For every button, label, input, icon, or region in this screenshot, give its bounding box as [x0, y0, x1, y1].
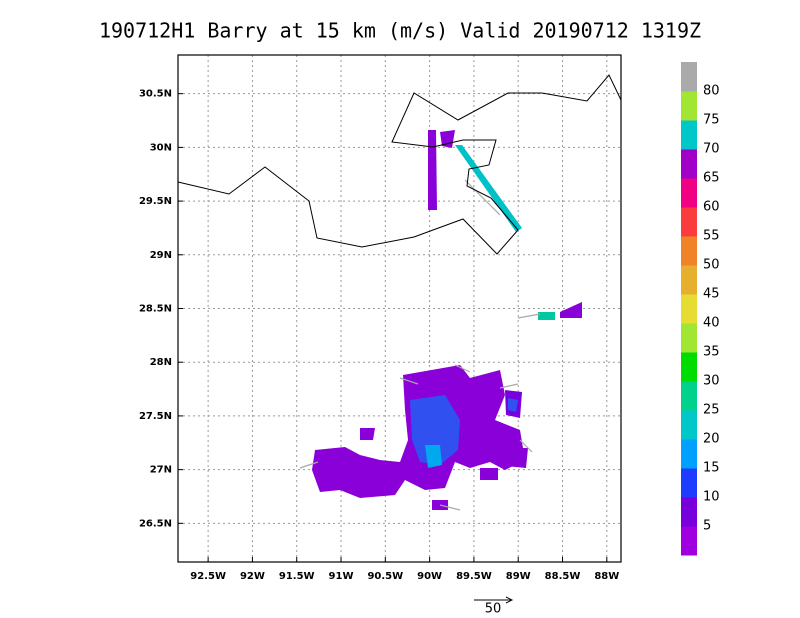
- colorbar-swatch: [681, 178, 697, 208]
- colorbar-label: 75: [703, 113, 720, 128]
- wind-patch: [440, 130, 455, 148]
- vector-key-label: 50: [485, 602, 502, 617]
- y-tick-label: 29.5N: [139, 196, 172, 207]
- arrow: [399, 377, 419, 385]
- y-tick-label: 30N: [150, 142, 172, 153]
- wind-patch: [360, 428, 375, 440]
- colorbar: 5 10 15 20 25 30 35 40 45 50 55 60 65 70 75 80: [681, 62, 720, 556]
- colorbar-swatch: [681, 497, 697, 527]
- wind-patch: [508, 398, 518, 412]
- colorbar-swatch: [681, 439, 697, 469]
- y-tick-label: 30.5N: [139, 89, 172, 100]
- x-tick-label: 91W: [329, 571, 354, 582]
- y-tick-label: 27.5N: [139, 411, 172, 422]
- colorbar-swatch: [681, 294, 697, 324]
- colorbar-swatch: [681, 323, 697, 353]
- x-tick-label: 92.5W: [190, 571, 226, 582]
- colorbar-label: 50: [703, 258, 720, 273]
- arrow: [519, 439, 533, 453]
- wind-patch: [538, 312, 555, 320]
- colorbar-swatch: [681, 352, 697, 382]
- colorbar-label: 15: [703, 461, 720, 476]
- colorbar-label: 45: [703, 287, 720, 302]
- wind-patch: [560, 302, 582, 318]
- arrow: [499, 383, 519, 389]
- wind-arrows: [299, 179, 541, 511]
- colorbar-swatch: [681, 410, 697, 440]
- colorbar-swatch: [681, 526, 697, 556]
- wind-patch: [480, 468, 498, 480]
- colorbar-label: 55: [703, 229, 720, 244]
- x-tick-label: 90.5W: [367, 571, 403, 582]
- colorbar-label: 25: [703, 403, 720, 418]
- colorbar-swatch: [681, 120, 697, 150]
- colorbar-label: 80: [703, 84, 720, 99]
- arrow: [517, 313, 541, 319]
- plot-frame: [177, 54, 622, 563]
- colorbar-swatch: [681, 468, 697, 498]
- colorbar-label: 65: [703, 171, 720, 186]
- colorbar-label: 5: [703, 519, 711, 534]
- wind-patch: [410, 395, 460, 465]
- x-tick-label: 89.5W: [456, 571, 492, 582]
- colorbar-swatch: [681, 265, 697, 295]
- x-tick-label: 91.5W: [279, 571, 315, 582]
- wind-patch: [455, 145, 522, 232]
- colorbar-label: 40: [703, 316, 720, 331]
- colorbar-label: 35: [703, 345, 720, 360]
- y-tick-label: 28N: [150, 357, 172, 368]
- y-tick-label: 27N: [150, 465, 172, 476]
- colorbar-swatch: [681, 207, 697, 237]
- colorbar-swatch: [681, 381, 697, 411]
- colorbar-swatch: [681, 149, 697, 179]
- colorbar-label: 70: [703, 142, 720, 157]
- wind-patch: [428, 130, 437, 210]
- x-tick-label: 89W: [506, 571, 531, 582]
- chart-title: 190712H1 Barry at 15 km (m/s) Valid 2019…: [99, 19, 701, 43]
- colorbar-swatch: [681, 62, 697, 92]
- arrow: [454, 364, 471, 373]
- y-tick-label: 29N: [150, 250, 172, 261]
- vector-key-head: [505, 596, 514, 604]
- x-tick-label: 88.5W: [545, 571, 581, 582]
- colorbar-swatch: [681, 91, 697, 121]
- arrow: [464, 179, 501, 216]
- y-tick-label: 26.5N: [139, 518, 172, 529]
- wind-patch: [505, 448, 528, 468]
- wind-field: [312, 130, 582, 510]
- arrow: [439, 504, 461, 511]
- arrow: [299, 461, 319, 469]
- colorbar-label: 10: [703, 490, 720, 505]
- x-tick-label: 88W: [594, 571, 619, 582]
- x-tick-label: 90W: [417, 571, 442, 582]
- x-tick-label: 92W: [240, 571, 265, 582]
- coastline: [177, 74, 622, 255]
- colorbar-label: 60: [703, 200, 720, 215]
- wind-patch: [425, 445, 442, 468]
- colorbar-swatch: [681, 236, 697, 266]
- colorbar-label: 20: [703, 432, 720, 447]
- colorbar-label: 30: [703, 374, 720, 389]
- y-tick-label: 28.5N: [139, 304, 172, 315]
